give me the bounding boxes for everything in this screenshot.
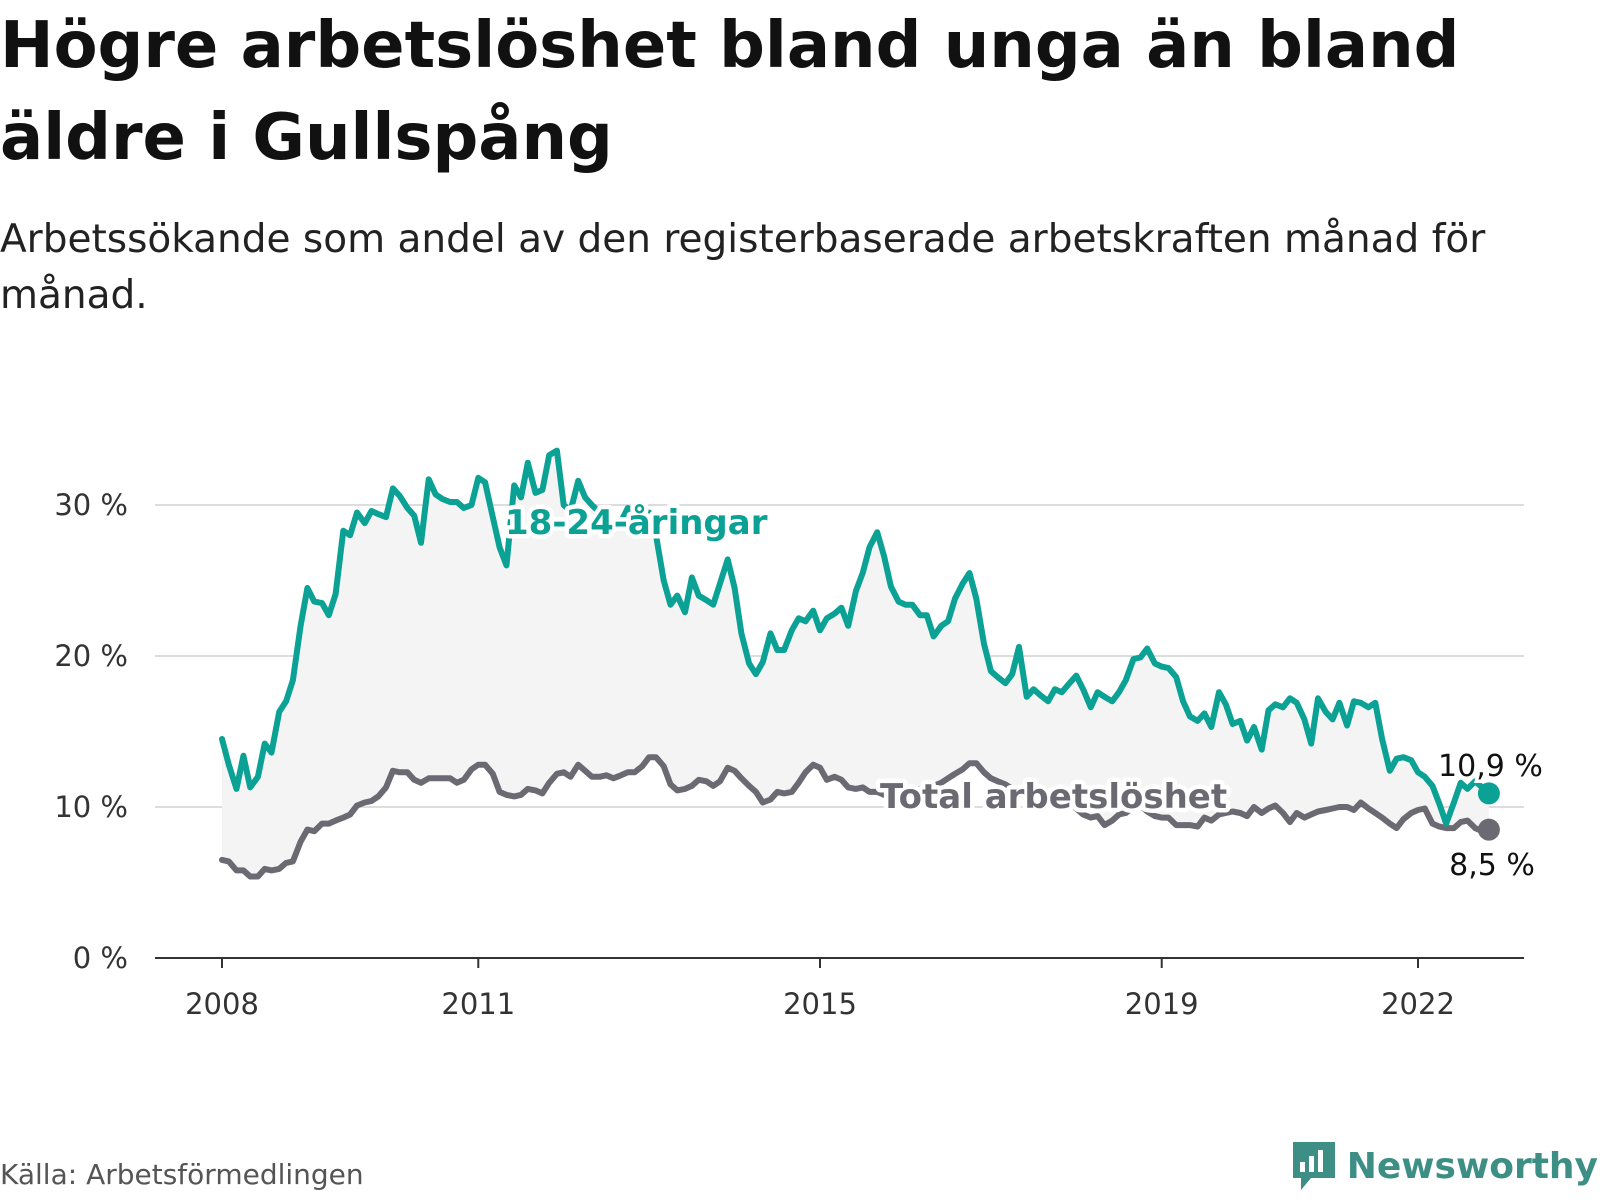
total-end-label: 8,5 % [1449,848,1535,883]
newsworthy-logo: Newsworthy [1289,1138,1598,1194]
brand-name: Newsworthy [1346,1145,1598,1187]
x-tick-label: 2008 [185,987,259,1021]
chart-subtitle: Arbetssökande som andel av den registerb… [0,217,1486,318]
youth-series-line [219,447,1492,827]
y-tick-label: 30 % [54,488,128,522]
youth-series-label: 18-24-åringar [505,503,768,543]
total-series-line [219,754,1492,880]
youth-end-label: 10,9 % [1438,749,1543,784]
x-tick-label: 2022 [1381,987,1455,1021]
line-chart: 0 % 10 % 20 % 30 % 18-24-åringar Total arbets… [54,447,1543,1021]
gap-area [222,450,1489,877]
chart-title: Högre arbetslöshet bland unga än bland ä… [0,9,1460,175]
source-note: Källa: Arbetsförmedlingen [0,1158,364,1191]
bar-chart-icon [1292,1142,1335,1190]
total-series-label: Total arbetslöshet [880,777,1227,817]
x-tick-label: 2011 [441,987,515,1021]
x-tick-label: 2019 [1125,987,1199,1021]
total-end-point [1477,818,1500,841]
y-tick-label: 0 % [73,941,128,975]
y-tick-label: 20 % [54,639,128,673]
y-tick-label: 10 % [54,790,128,824]
x-tick-label: 2015 [783,987,857,1021]
youth-end-point [1477,782,1500,805]
